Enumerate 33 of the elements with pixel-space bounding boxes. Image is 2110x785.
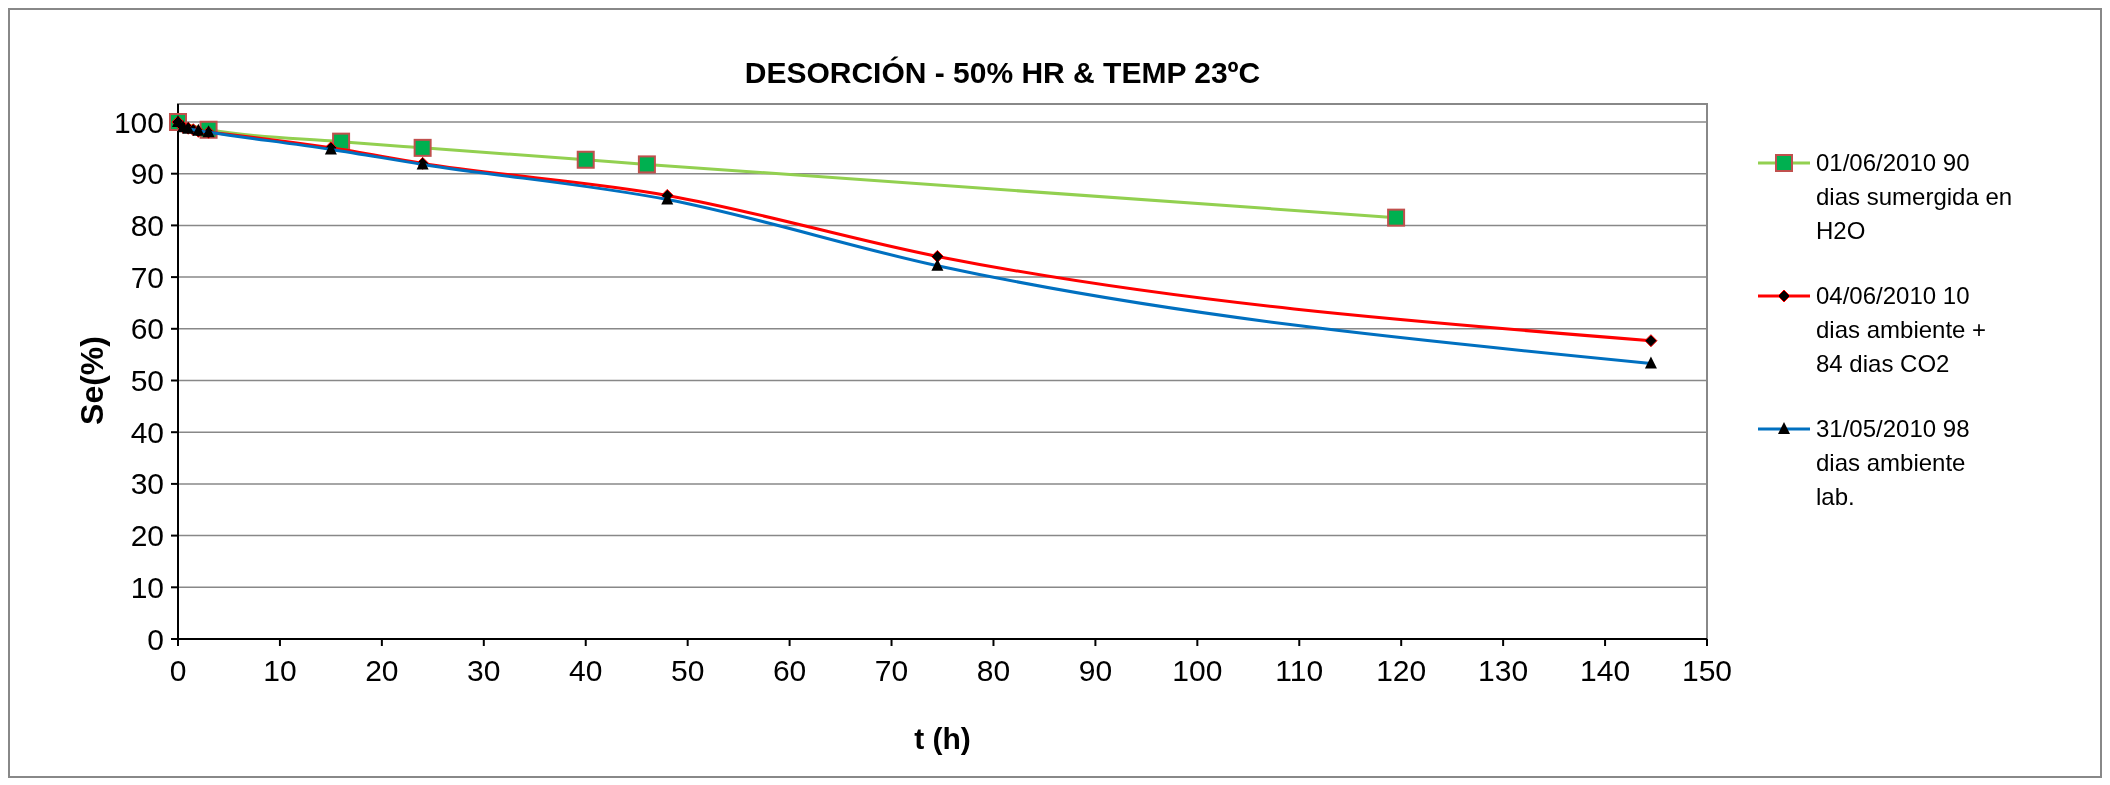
x-tick-label: 110 <box>1275 654 1324 687</box>
x-tick-label: 30 <box>467 654 501 687</box>
x-tick-label: 90 <box>1078 654 1113 687</box>
y-tick-label: 40 <box>130 415 164 449</box>
x-tick-label: 130 <box>1478 654 1529 687</box>
x-tick-label: 70 <box>874 654 909 687</box>
y-axis-title: Se(%) <box>74 336 110 425</box>
x-tick-label: 80 <box>976 654 1011 687</box>
legend-label: 04/06/2010 10 dias ambiente + 84 dias CO2 <box>1816 282 1987 377</box>
x-axis-title: t (h) <box>914 722 971 755</box>
x-tick-label: 60 <box>772 654 807 687</box>
x-tick-label: 140 <box>1580 654 1631 687</box>
legend-label: 31/05/2010 98 dias ambiente lab. <box>1816 415 1970 510</box>
x-tick-label: 20 <box>365 654 399 687</box>
y-tick-label: 70 <box>130 260 164 294</box>
x-tick-label: 100 <box>1172 654 1223 687</box>
y-tick-label: 80 <box>130 208 164 242</box>
y-tick-label: 10 <box>130 570 164 604</box>
y-tick-label: 60 <box>130 312 164 346</box>
x-tick-label: 10 <box>263 654 297 687</box>
y-tick-label: 50 <box>130 364 164 397</box>
x-tick-label: 50 <box>670 654 705 687</box>
y-tick-label: 20 <box>130 519 164 553</box>
x-tick-label: 150 <box>1681 654 1733 687</box>
legend-label: 01/06/2010 90 dias sumergida en H2O <box>1816 149 2013 244</box>
x-tick-label: 120 <box>1376 654 1427 687</box>
y-tick-label: 30 <box>130 467 164 501</box>
x-tick-label: 0 <box>169 654 187 687</box>
chart-title: DESORCIÓN - 50% HR & TEMP 23ºC <box>744 56 1261 89</box>
y-tick-label: 100 <box>113 105 164 139</box>
y-tick-label: 90 <box>130 157 164 191</box>
y-tick-label: 0 <box>147 622 164 656</box>
x-tick-label: 40 <box>569 654 603 687</box>
